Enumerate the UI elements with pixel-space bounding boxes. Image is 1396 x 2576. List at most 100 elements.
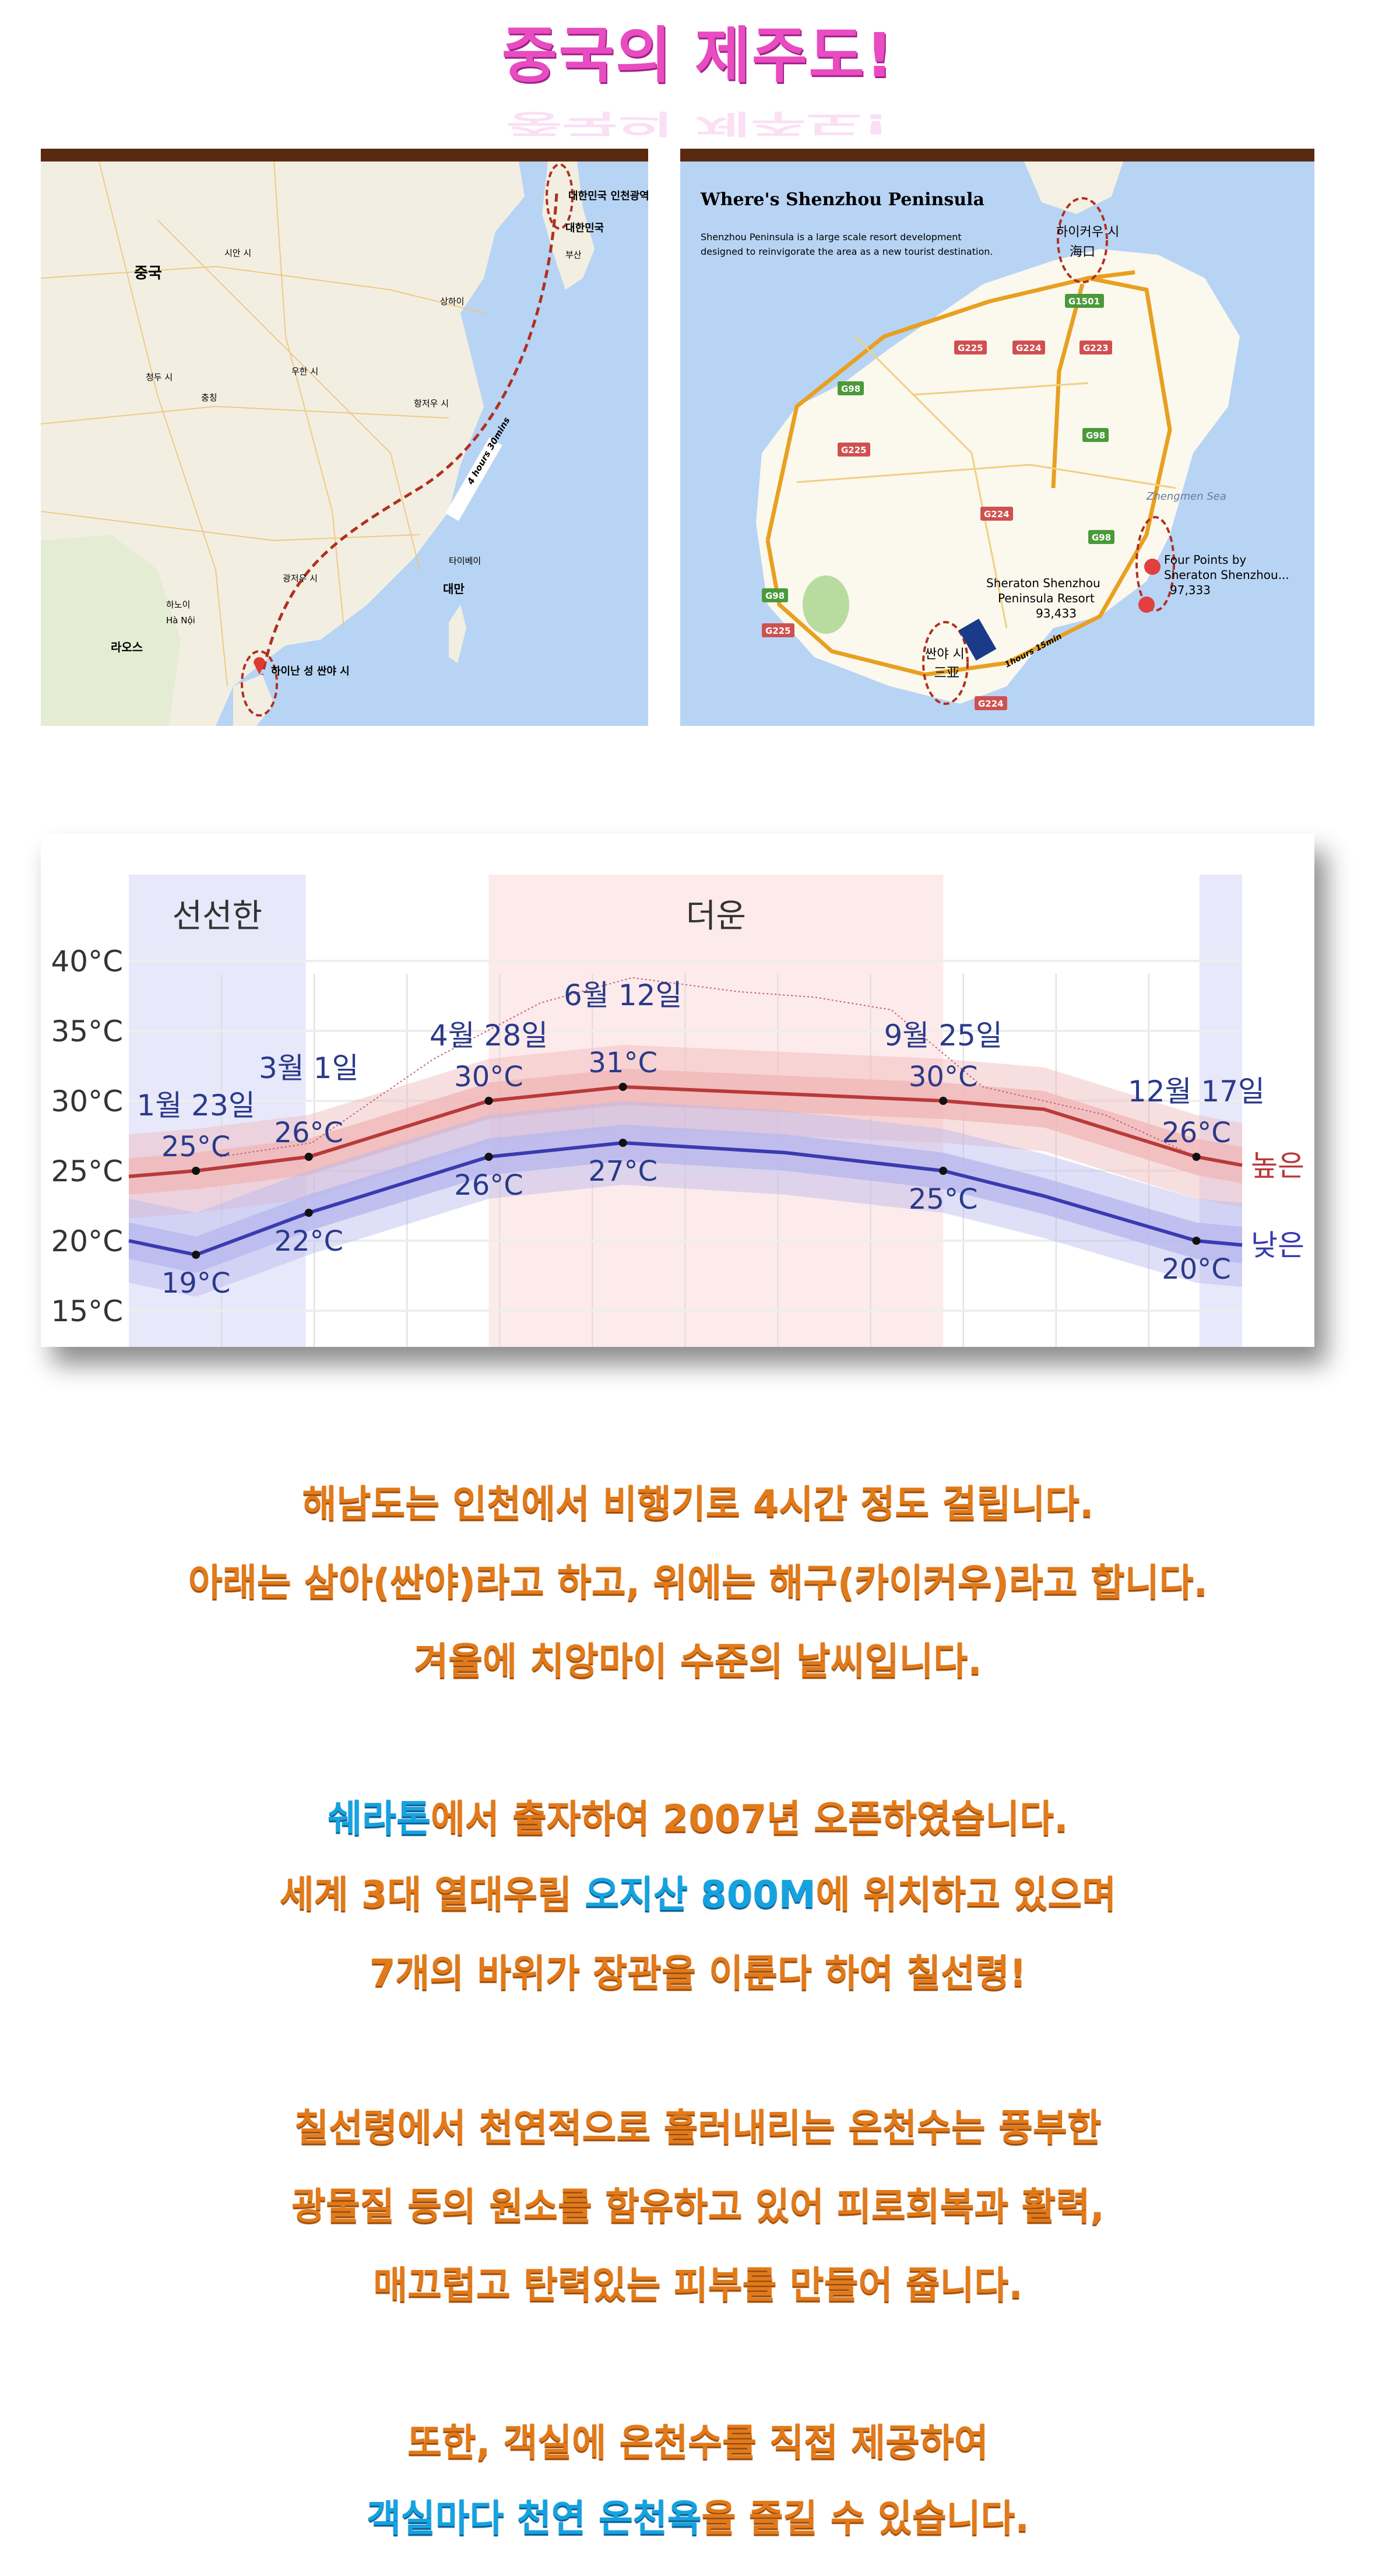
text-span: 을 즐길 수 있습니다. xyxy=(701,2497,1029,2540)
page-title: 중국의 제주도! xyxy=(501,20,895,91)
road-tag xyxy=(762,588,788,602)
y-tick-label: 15°C xyxy=(51,1294,123,1328)
date-label: 6월 12일 xyxy=(564,978,682,1012)
data-point-low xyxy=(939,1167,948,1175)
road-tag-label: G225 xyxy=(958,343,983,353)
data-point-high xyxy=(192,1167,201,1175)
high-temp-label: 31°C xyxy=(588,1047,657,1079)
text-line: 세계 3대 열대우림 오지산 800M에 위치하고 있으며 xyxy=(0,1872,1396,1918)
road-tag-label: G225 xyxy=(765,626,791,636)
high-temp-label: 30°C xyxy=(454,1061,523,1093)
series-band-inner xyxy=(129,1124,1242,1273)
map-header-bar xyxy=(680,149,1314,162)
season-label: 선선한 xyxy=(172,897,262,935)
date-label: 9월 25일 xyxy=(884,1019,1003,1052)
road-tag xyxy=(838,443,870,457)
road-tag xyxy=(980,507,1013,521)
text-line: 객실마다 천연 온천욕을 즐길 수 있습니다. xyxy=(0,2496,1396,2542)
road-tag xyxy=(975,696,1007,710)
road-tag-label: G98 xyxy=(841,384,860,394)
text-span: 에 위치하고 있으며 xyxy=(815,1873,1117,1917)
map-label-haikou: 하이커우 시 xyxy=(1056,225,1119,240)
text-line: 칠선령에서 천연적으로 흘러내리는 온천수는 풍부한 xyxy=(294,2107,1102,2150)
high-temp-label: 26°C xyxy=(274,1117,343,1149)
fourpoints-price: 97,333 xyxy=(1170,583,1211,597)
road-tag xyxy=(762,623,794,637)
map-label-taipei: 타이베이 xyxy=(449,556,481,566)
y-tick-label: 20°C xyxy=(51,1224,123,1258)
text-line: 아래는 삼아(싼야)라고 하고, 위에는 해구(카이커우)라고 합니다. xyxy=(188,1561,1208,1605)
road-tag-label: G224 xyxy=(978,699,1004,709)
series-band-inner xyxy=(129,1068,1242,1195)
sheraton-label-1: Sheraton Shenzhou xyxy=(986,576,1100,590)
map-label-hanoi: 하노이 xyxy=(166,599,190,610)
road-tag-label: G225 xyxy=(841,445,867,455)
map-label-sanya-cn: 三亚 xyxy=(934,666,959,680)
y-tick-label: 40°C xyxy=(51,945,123,978)
low-temp-label: 22°C xyxy=(274,1225,343,1258)
high-temp-label: 30°C xyxy=(909,1061,978,1093)
y-tick-label: 35°C xyxy=(51,1015,123,1048)
fourpoints-label-1: Four Points by xyxy=(1164,553,1246,567)
temperature-chart: 선선한 더운 15°C 20°C 25°C 30°C 35°C 40°C 높은 낮은 1월 23일 2… xyxy=(41,834,1314,1347)
road-tag xyxy=(838,381,864,395)
date-label: 3월 1일 xyxy=(259,1051,359,1085)
low-temp-label: 25°C xyxy=(909,1183,978,1216)
highlight-altitude: 800M xyxy=(701,1873,816,1917)
text-line: 광물질 등의 원소를 함유하고 있어 피로회복과 활력, xyxy=(291,2185,1105,2228)
data-point-high xyxy=(484,1097,493,1105)
date-label: 1월 23일 xyxy=(136,1089,255,1122)
map-header-bar xyxy=(41,149,648,162)
sheraton-price: 93,433 xyxy=(1036,606,1077,620)
low-temp-label: 26°C xyxy=(454,1169,523,1202)
data-point-high xyxy=(304,1153,313,1161)
highlight-onsen: 객실마다 천연 온천욕 xyxy=(367,2497,702,2540)
title-reflection: 중국의 제주도! xyxy=(506,107,890,140)
map-hainan: Where's Shenzhou Peninsula Shenzhou Peni… xyxy=(680,149,1314,726)
map-label-incheon: 대한민국 인천광역시 xyxy=(568,190,648,202)
data-point-high xyxy=(618,1083,627,1091)
text-line: 쉐라톤에서 출자하여 2007년 오픈하였습니다. xyxy=(0,1796,1396,1842)
map-label-chengdu: 청두 시 xyxy=(146,372,173,382)
map-label-sanya: 싼야 시 xyxy=(925,647,965,662)
road-tag-label: G98 xyxy=(1092,532,1111,543)
y-tick-label: 25°C xyxy=(51,1154,123,1188)
low-temp-label: 27°C xyxy=(588,1155,657,1188)
record-high-line xyxy=(220,977,1197,1157)
season-band xyxy=(1199,875,1242,1347)
legend-label: 높은 xyxy=(1251,1149,1304,1182)
road-tag xyxy=(1082,428,1109,442)
data-point-low xyxy=(1192,1237,1201,1245)
map-description-1: Shenzhou Peninsula is a large scale reso… xyxy=(701,231,962,243)
legend-label: 낮은 xyxy=(1251,1229,1304,1262)
high-temp-label: 25°C xyxy=(161,1131,231,1163)
high-temp-label: 26°C xyxy=(1162,1117,1231,1149)
road-tags: G1501 G225 G224 G223 G98 G98 G225 G224 G98 G98 G22… xyxy=(762,294,1114,710)
text-span: 에서 출자하여 2007년 오픈하였습니다. xyxy=(431,1798,1068,1841)
sea-label: Zhengmen Sea xyxy=(1146,490,1226,503)
road-tag-label: G1501 xyxy=(1068,296,1100,307)
data-point-low xyxy=(618,1139,627,1147)
highlight-sheraton: 쉐라톤 xyxy=(328,1798,431,1841)
data-point-high xyxy=(1192,1153,1201,1161)
series-line-low xyxy=(128,1140,1243,1257)
text-span xyxy=(688,1873,701,1917)
road-tag-label: G223 xyxy=(1083,343,1109,353)
map-label-guangzhou: 광저우 시 xyxy=(283,573,318,584)
map-label-haikou-cn: 海口 xyxy=(1070,245,1095,259)
road-tag xyxy=(1088,530,1114,544)
map-label-china: 중국 xyxy=(134,265,162,282)
text-span: 세계 3대 열대우림 xyxy=(279,1873,585,1917)
road-tag xyxy=(1012,341,1045,355)
text-line: 매끄럽고 탄력있는 피부를 만들어 줍니다. xyxy=(373,2264,1023,2307)
map-description-2: designed to reinvigorate the area as a n… xyxy=(701,246,993,257)
map-label-hanoi-en: Hà Nội xyxy=(166,615,195,626)
map-label-hangzhou: 항저우 시 xyxy=(414,398,449,409)
map-label-sanya: 하이난 성 싼야 시 xyxy=(271,665,350,678)
road-tag-label: G224 xyxy=(984,509,1010,520)
date-label: 12월 17일 xyxy=(1128,1075,1265,1108)
data-point-low xyxy=(304,1209,313,1217)
fourpoints-label-2: Sheraton Shenzhou... xyxy=(1164,568,1289,582)
road-tag xyxy=(1065,294,1104,308)
y-tick-label: 30°C xyxy=(51,1085,123,1118)
